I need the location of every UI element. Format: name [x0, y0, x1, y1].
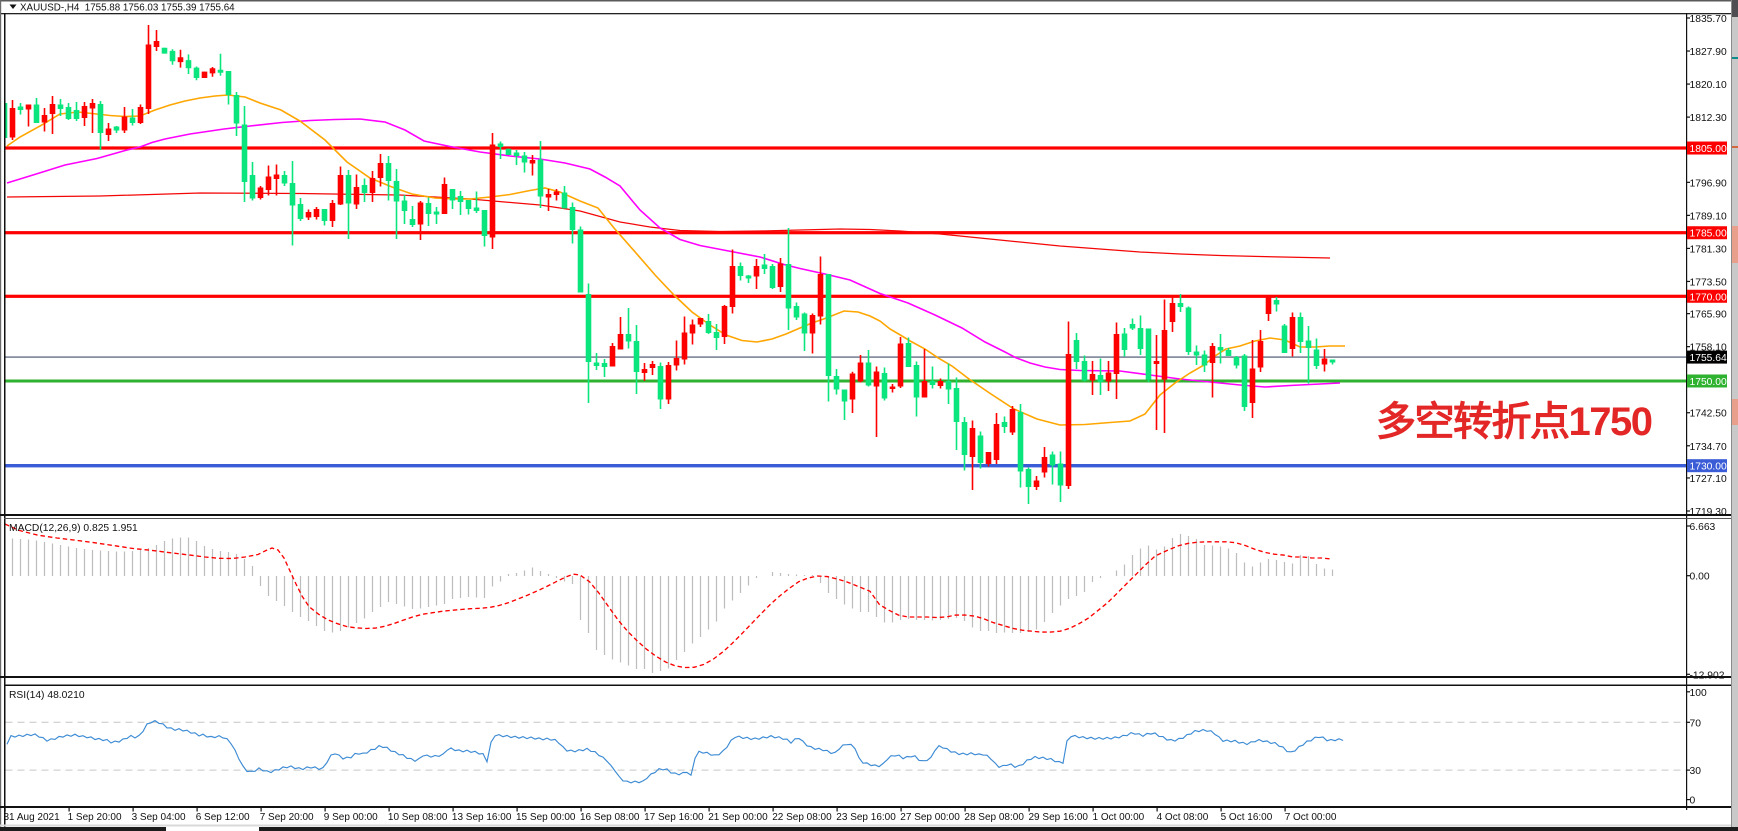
svg-text:1796.90: 1796.90 [1690, 178, 1727, 189]
svg-text:1770.00: 1770.00 [1690, 292, 1727, 303]
svg-text:-12.902: -12.902 [1690, 670, 1725, 681]
svg-text:13 Sep 16:00: 13 Sep 16:00 [452, 812, 512, 823]
svg-text:27 Sep 00:00: 27 Sep 00:00 [900, 812, 960, 823]
svg-text:1805.00: 1805.00 [1690, 144, 1727, 155]
svg-text:1785.00: 1785.00 [1690, 229, 1727, 240]
svg-text:1758.10: 1758.10 [1690, 343, 1727, 354]
svg-text:1827.90: 1827.90 [1690, 47, 1727, 58]
svg-text:1755.64: 1755.64 [1690, 353, 1727, 364]
svg-text:28 Sep 08:00: 28 Sep 08:00 [964, 812, 1024, 823]
svg-text:30: 30 [1690, 766, 1702, 777]
svg-text:21 Sep 00:00: 21 Sep 00:00 [708, 812, 768, 823]
svg-text:6 Sep 12:00: 6 Sep 12:00 [196, 812, 250, 823]
svg-text:RSI(14) 48.0210: RSI(14) 48.0210 [9, 690, 85, 701]
svg-text:1820.10: 1820.10 [1690, 80, 1727, 91]
svg-text:1781.30: 1781.30 [1690, 244, 1727, 255]
svg-text:16 Sep 08:00: 16 Sep 08:00 [580, 812, 640, 823]
svg-text:3 Sep 04:00: 3 Sep 04:00 [132, 812, 186, 823]
svg-text:1 Sep 20:00: 1 Sep 20:00 [68, 812, 122, 823]
svg-text:0.00: 0.00 [1690, 572, 1710, 583]
svg-text:100: 100 [1690, 688, 1707, 699]
svg-text:70: 70 [1690, 718, 1702, 729]
svg-text:17 Sep 16:00: 17 Sep 16:00 [644, 812, 704, 823]
svg-text:XAUUSD-,H4 1755.88 1756.03 17: XAUUSD-,H4 1755.88 1756.03 1755.39 1755.… [20, 3, 235, 14]
svg-text:29 Sep 16:00: 29 Sep 16:00 [1029, 812, 1089, 823]
svg-text:23 Sep 16:00: 23 Sep 16:00 [836, 812, 896, 823]
svg-text:1719.30: 1719.30 [1690, 507, 1727, 518]
svg-text:7 Oct 00:00: 7 Oct 00:00 [1285, 812, 1337, 823]
svg-text:15 Sep 00:00: 15 Sep 00:00 [516, 812, 576, 823]
svg-text:1789.10: 1789.10 [1690, 211, 1727, 222]
svg-text:1727.10: 1727.10 [1690, 474, 1727, 485]
svg-text:1812.30: 1812.30 [1690, 113, 1727, 124]
svg-text:7 Sep 20:00: 7 Sep 20:00 [260, 812, 314, 823]
svg-text:1730.00: 1730.00 [1690, 462, 1727, 473]
svg-text:1750.00: 1750.00 [1690, 377, 1727, 388]
svg-text:1742.50: 1742.50 [1690, 409, 1727, 420]
svg-text:5 Oct 16:00: 5 Oct 16:00 [1221, 812, 1273, 823]
svg-text:1 Oct 00:00: 1 Oct 00:00 [1093, 812, 1145, 823]
svg-text:MACD(12,26,9) 0.825 1.951: MACD(12,26,9) 0.825 1.951 [9, 523, 138, 534]
svg-text:1734.70: 1734.70 [1690, 442, 1727, 453]
svg-text:9 Sep 00:00: 9 Sep 00:00 [324, 812, 378, 823]
svg-text:1765.90: 1765.90 [1690, 310, 1727, 321]
svg-text:6.663: 6.663 [1690, 522, 1716, 533]
svg-text:1773.50: 1773.50 [1690, 277, 1727, 288]
svg-text:31 Aug 2021: 31 Aug 2021 [4, 812, 61, 823]
svg-text:4 Oct 08:00: 4 Oct 08:00 [1157, 812, 1209, 823]
svg-text:1835.70: 1835.70 [1690, 14, 1727, 25]
svg-text:10 Sep 08:00: 10 Sep 08:00 [388, 812, 448, 823]
svg-text:0: 0 [1690, 796, 1696, 807]
svg-text:多空转折点1750: 多空转折点1750 [1376, 400, 1652, 444]
svg-text:22 Sep 08:00: 22 Sep 08:00 [772, 812, 832, 823]
